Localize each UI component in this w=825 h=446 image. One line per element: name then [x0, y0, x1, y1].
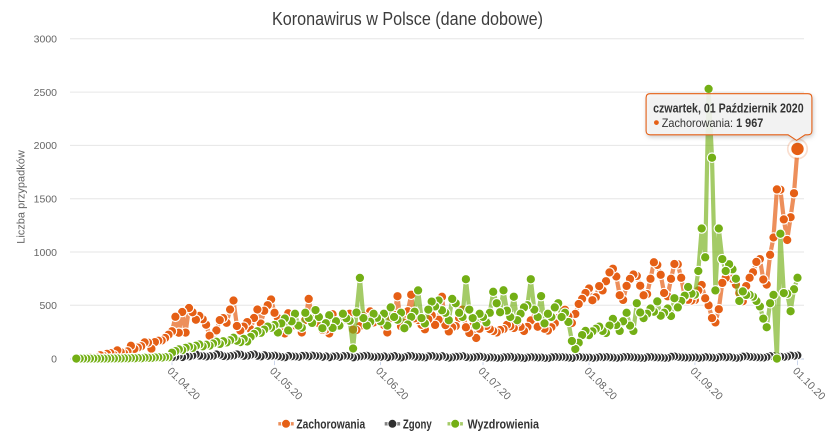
svg-text:2500: 2500	[34, 87, 58, 99]
svg-text:2000: 2000	[34, 140, 58, 152]
svg-text:Liczba przypadków: Liczba przypadków	[16, 150, 28, 244]
svg-text:Wyzdrowienia: Wyzdrowienia	[468, 418, 540, 432]
svg-text:Zachorowania: 1 967: Zachorowania: 1 967	[662, 116, 764, 130]
svg-text:1500: 1500	[34, 194, 58, 206]
svg-text:Zachorowania: Zachorowania	[296, 418, 366, 432]
svg-text:czwartek, 01 Październik 2020: czwartek, 01 Październik 2020	[653, 102, 804, 116]
svg-text:Zgony: Zgony	[403, 418, 432, 432]
svg-text:1000: 1000	[34, 247, 58, 259]
svg-text:3000: 3000	[34, 34, 58, 46]
svg-text:500: 500	[39, 300, 57, 312]
svg-text:Koronawirus w Polsce (dane dob: Koronawirus w Polsce (dane dobowe)	[272, 9, 543, 29]
svg-text:0: 0	[51, 353, 57, 365]
